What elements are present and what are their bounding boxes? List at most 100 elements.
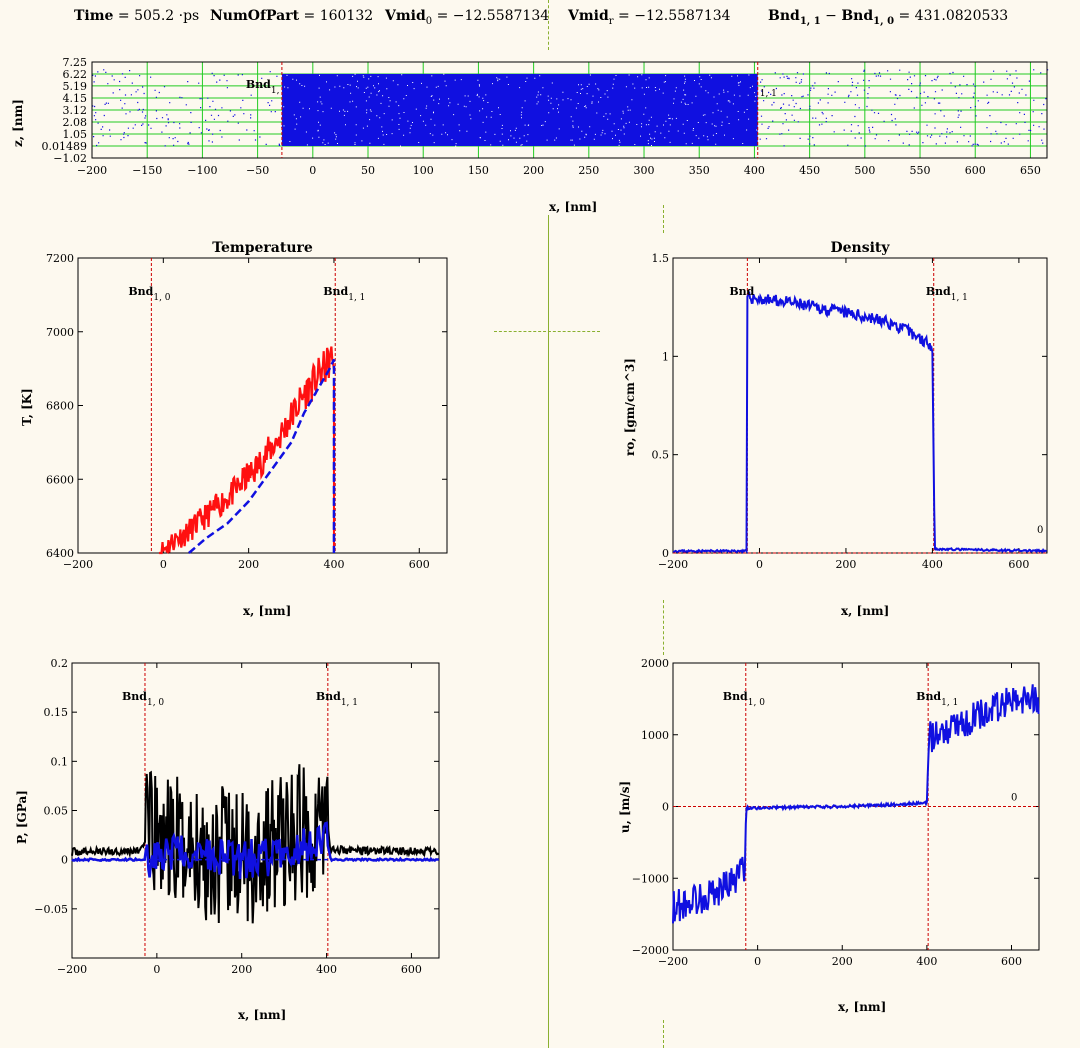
velocity-bnd-right-label: Bnd1, 1 xyxy=(916,690,958,708)
particle-xtick-label: 550 xyxy=(910,164,931,177)
header-vmid0: Vmid0 = −12.5587134 xyxy=(385,8,549,27)
vmidr-sub: r xyxy=(608,15,614,27)
temperature-bnd-right-label-text: Bnd xyxy=(323,285,348,298)
velocity-xtick-label: 600 xyxy=(1001,955,1022,968)
density-xtick-label: 0 xyxy=(756,558,763,571)
particle-xlabel: x, [nm] xyxy=(549,200,598,214)
pressure-bnd-left-label-text: Bnd xyxy=(122,690,147,703)
density-ytick-label: 0 xyxy=(662,547,669,560)
particle-ytick-label: 3.12 xyxy=(63,104,88,117)
temperature-xtick-label: 200 xyxy=(238,558,259,571)
temperature-ytick-label: 6600 xyxy=(46,473,74,486)
vertical-divider-dashed-right xyxy=(663,205,664,233)
temperature-title: Temperature xyxy=(212,240,313,256)
temperature-ytick-label: 6800 xyxy=(46,400,74,413)
density-ytick-label: 1.5 xyxy=(652,252,670,265)
particle-xtick-label: 50 xyxy=(361,164,375,177)
density-bnd-right-label-text: Bnd xyxy=(926,285,951,298)
particle-xtick-label: 150 xyxy=(468,164,489,177)
temperature-xlabel: x, [nm] xyxy=(243,604,292,618)
density-bnd-right-label: Bnd1, 1 xyxy=(926,285,968,303)
vertical-divider xyxy=(548,215,549,1048)
time-value: = 505.2 ·ps xyxy=(117,8,200,24)
particle-sparse-dots xyxy=(92,69,1049,147)
pressure-bnd-left-label-sub: 1, 0 xyxy=(147,698,164,708)
particle-chart: −200 −150 −100 −50 0 50 100 150 200 250 300 350 400 4… xyxy=(42,56,1049,177)
pressure-ytick-label: 0.1 xyxy=(51,755,69,768)
velocity-bnd-left-label-sub: 1, 0 xyxy=(748,698,765,708)
particle-ytick-label: 1.05 xyxy=(63,128,88,141)
temperature-ytick-label: 6400 xyxy=(46,547,74,560)
density-ytick-label: 1 xyxy=(662,350,669,363)
particle-xtick-label: 250 xyxy=(578,164,599,177)
density-bnd-left-label: Bnd xyxy=(729,285,754,298)
particle-bnd-right-label: 1, 1 xyxy=(760,89,777,99)
particle-ylabel: z, [nm] xyxy=(11,99,25,147)
density-bnd-right-label-sub: 1, 1 xyxy=(951,293,968,303)
temperature-bnd-left-label: Bnd1, 0 xyxy=(128,285,170,303)
velocity-ylabel: u, [m/s] xyxy=(618,780,632,834)
temperature-bnd-right-label-sub: 1, 1 xyxy=(348,293,365,303)
particle-xtick-label: 450 xyxy=(799,164,820,177)
pressure-series-black xyxy=(71,764,440,924)
velocity-xlabel: x, [nm] xyxy=(838,1000,887,1014)
particle-ytick-label: 6.22 xyxy=(63,68,88,81)
particle-bnd-left-label-text: Bnd xyxy=(246,78,271,91)
horizontal-divider-dashed xyxy=(494,331,600,332)
temperature-xtick-label: 0 xyxy=(160,558,167,571)
velocity-chart: −200 0 200 400 600−2000−10000100020000Bnd1, … xyxy=(632,657,1040,968)
velocity-ytick-label: 1000 xyxy=(641,729,669,742)
velocity-ytick-label: −2000 xyxy=(632,944,669,957)
vertical-divider-top xyxy=(548,0,550,50)
bnd-label-a: Bnd xyxy=(768,8,800,24)
temperature-ylabel: T, [K] xyxy=(20,388,34,426)
pressure-chart: −200 0 200 400 600−0.0500.050.10.150.2Bnd1, … xyxy=(34,657,440,976)
particle-xtick-label: 300 xyxy=(634,164,655,177)
bnd-sub-b: 1, 0 xyxy=(873,15,895,27)
particle-ytick-label: 7.25 xyxy=(63,56,88,69)
velocity-bnd-right-label-sub: 1, 1 xyxy=(941,698,958,708)
particle-xtick-label: 600 xyxy=(965,164,986,177)
pressure-xtick-label: 0 xyxy=(153,963,160,976)
temperature-ytick-label: 7200 xyxy=(46,252,74,265)
pressure-xlabel: x, [nm] xyxy=(238,1008,287,1022)
vmid0-sub: 0 xyxy=(425,15,433,27)
density-ytick-label: 0.5 xyxy=(652,449,670,462)
density-xtick-label: 600 xyxy=(1008,558,1029,571)
particle-xtick-label: 650 xyxy=(1020,164,1041,177)
pressure-xtick-label: −200 xyxy=(57,963,87,976)
density-ylabel: ro, [gm/cm^3] xyxy=(623,358,637,456)
density-xlabel: x, [nm] xyxy=(841,604,890,618)
temperature-xtick-label: 400 xyxy=(323,558,344,571)
vmidr-label: Vmid xyxy=(568,8,609,24)
velocity-bnd-right-label-text: Bnd xyxy=(916,690,941,703)
density-frame xyxy=(672,257,1048,554)
pressure-ytick-label: −0.05 xyxy=(34,903,68,916)
particle-bnd-left-label: Bnd1, xyxy=(246,78,280,96)
particle-xtick-label: −200 xyxy=(77,164,107,177)
particle-ytick-label: −1.02 xyxy=(53,152,87,165)
pressure-bnd-right-label: Bnd1, 1 xyxy=(316,690,358,708)
vmidr-value: = −12.5587134 xyxy=(618,8,731,24)
header-bnd-diff: Bnd1, 1 − Bnd1, 0 = 431.0820533 xyxy=(768,8,1008,27)
velocity-ytick-label: 2000 xyxy=(641,657,669,670)
density-bnd-left-label-text: Bnd xyxy=(729,285,754,298)
bnd-label-b: Bnd xyxy=(841,8,874,24)
pressure-xtick-label: 400 xyxy=(316,963,337,976)
header-vmidr: Vmidr = −12.5587134 xyxy=(568,8,731,27)
particle-ytick-label: 2.08 xyxy=(63,116,88,129)
particle-xtick-label: 500 xyxy=(854,164,875,177)
density-xtick-label: −200 xyxy=(658,558,688,571)
velocity-zero-label: 0 xyxy=(1011,793,1017,804)
pressure-ytick-label: 0.15 xyxy=(44,706,69,719)
velocity-xtick-label: 200 xyxy=(832,955,853,968)
bnd-minus: − xyxy=(825,8,837,24)
particle-dense-block xyxy=(281,73,758,146)
temperature-xtick-label: −200 xyxy=(63,558,93,571)
velocity-bnd-left-label: Bnd1, 0 xyxy=(723,690,765,708)
particle-xtick-label: −100 xyxy=(187,164,217,177)
particle-xtick-label: 350 xyxy=(689,164,710,177)
pressure-bnd-right-label-text: Bnd xyxy=(316,690,341,703)
velocity-ytick-label: −1000 xyxy=(632,872,669,885)
